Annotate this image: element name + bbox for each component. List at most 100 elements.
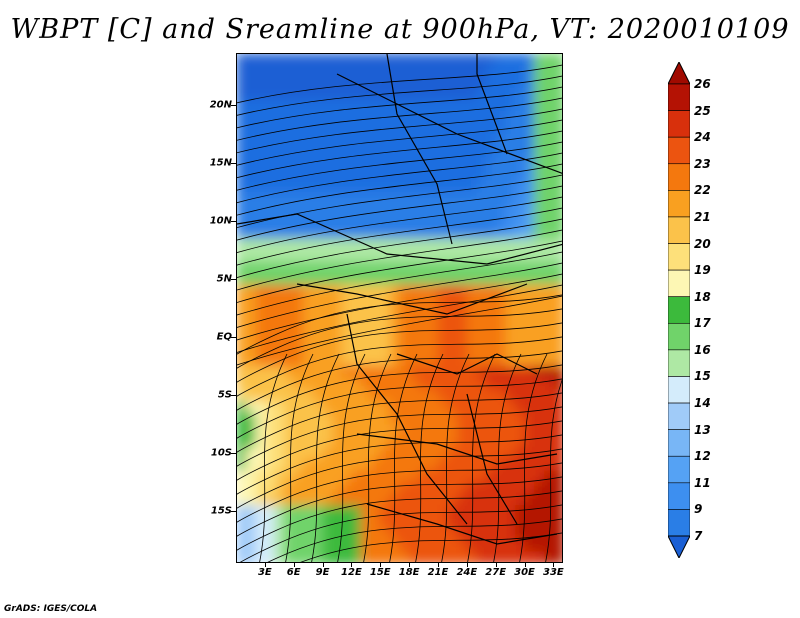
streamline — [237, 476, 562, 537]
border-line — [366, 503, 558, 545]
lat-label: 5N — [216, 273, 232, 285]
colorbar-swatch — [668, 509, 690, 537]
map-canvas — [237, 54, 562, 562]
streamline — [237, 108, 562, 154]
streamline — [237, 364, 562, 425]
lat-tick — [231, 336, 236, 338]
lon-label: 18E — [398, 567, 420, 578]
colorbar-swatch — [668, 136, 690, 165]
streamline — [259, 353, 288, 562]
streamline — [237, 262, 562, 328]
lat-tick — [231, 163, 236, 165]
colorbar-swatch — [668, 322, 690, 351]
lon-tick — [409, 563, 411, 567]
streamline — [237, 185, 562, 241]
lat-tick — [231, 105, 236, 107]
colorbar-swatch — [668, 402, 690, 430]
streamline — [415, 353, 444, 562]
border-line — [356, 433, 558, 465]
streamline — [389, 353, 418, 562]
colorbar-label: 22 — [694, 183, 711, 198]
lon-label: 33E — [543, 567, 564, 578]
colorbar-label: 16 — [694, 342, 711, 357]
streamline — [237, 229, 562, 291]
border-line — [466, 393, 518, 525]
streamline — [237, 434, 562, 495]
colorbar-over-arrow — [668, 62, 690, 85]
colorbar-swatch — [668, 243, 690, 271]
colorbar-label: 15 — [694, 369, 711, 384]
lon-tick — [495, 563, 497, 567]
colorbar-label: 13 — [694, 422, 711, 437]
streamline — [441, 353, 470, 562]
colorbar-swatch — [668, 163, 690, 191]
grads-credit: GrADS: IGES/COLA — [4, 604, 98, 614]
colorbar-label: 24 — [694, 130, 711, 145]
streamline — [237, 196, 562, 254]
streamline — [337, 353, 366, 562]
streamline — [237, 392, 562, 453]
streamline — [239, 504, 562, 562]
colorbar-under-arrow — [668, 535, 690, 558]
lat-tick — [231, 279, 236, 281]
lon-label: 30E — [514, 567, 535, 578]
lat-label: 15N — [209, 157, 232, 169]
lon-tick — [351, 563, 353, 567]
streamline — [237, 240, 562, 303]
colorbar-swatch — [668, 269, 690, 298]
colorbar-label: 20 — [694, 236, 711, 251]
border-line — [336, 73, 562, 174]
streamline — [237, 130, 562, 179]
colorbar-swatch — [668, 455, 690, 484]
streamline — [237, 350, 562, 411]
streamline — [237, 163, 562, 216]
streamline — [237, 86, 562, 129]
lat-tick — [231, 510, 236, 512]
colorbar-label: 25 — [694, 103, 711, 118]
colorbar-swatch — [668, 349, 690, 377]
border-line — [237, 213, 562, 265]
lat-label: 10N — [209, 215, 232, 227]
lon-tick — [466, 563, 468, 567]
lon-tick — [553, 563, 555, 567]
streamline — [237, 64, 562, 104]
lon-tick — [437, 563, 439, 567]
colorbar-label: 26 — [694, 77, 711, 91]
lon-label: 9E — [315, 567, 330, 578]
streamline — [237, 152, 562, 204]
colorbar-swatch — [668, 83, 690, 111]
colorbar-swatch — [668, 216, 690, 244]
colorbar-label: 19 — [694, 263, 711, 278]
streamline — [237, 141, 562, 191]
colorbar-swatch — [668, 110, 690, 138]
colorbar-label: 23 — [694, 156, 711, 171]
lat-label: 5S — [217, 389, 232, 401]
border-line — [396, 353, 538, 375]
colorbar-swatch — [668, 296, 690, 324]
colorbar-swatch — [668, 482, 690, 510]
chart-title: WBPT [C] and Sreamline at 900hPa, VT: 20… — [10, 14, 790, 45]
colorbar-label: 18 — [694, 289, 711, 304]
colorbar-label: 17 — [694, 316, 711, 331]
colorbar-swatch — [668, 376, 690, 404]
streamline — [237, 207, 562, 266]
lon-tick — [293, 563, 295, 567]
colorbar-label: 9 — [694, 502, 703, 517]
streamline — [237, 119, 562, 166]
country-borders — [237, 54, 562, 545]
border-line — [346, 313, 468, 525]
lat-label: 20N — [209, 99, 232, 111]
streamline — [519, 353, 548, 562]
streamline — [285, 353, 314, 562]
streamline — [237, 251, 562, 316]
border-line — [476, 54, 508, 155]
streamline — [237, 295, 562, 366]
lat-tick — [231, 221, 236, 223]
streamline — [237, 336, 562, 397]
map-plot-area — [236, 53, 563, 563]
lon-label: 27E — [485, 567, 507, 578]
lat-label: 15S — [210, 505, 232, 517]
border-line — [386, 54, 453, 245]
lat-label: EQ — [216, 331, 232, 343]
colorbar-label: 14 — [694, 396, 711, 411]
